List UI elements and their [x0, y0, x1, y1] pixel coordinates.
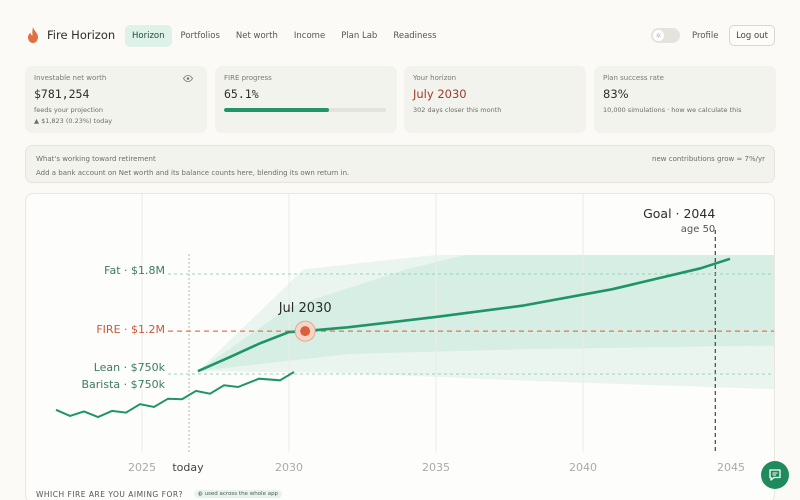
horizon-sub: 302 days closer this month [413, 106, 502, 114]
fire-progress-bar [224, 108, 386, 112]
lean-target-label: Lean · $750k [94, 361, 166, 374]
net-worth-label: Investable net worth [34, 74, 107, 82]
chat-button[interactable] [761, 461, 789, 489]
xtick-2035: 2035 [422, 461, 450, 474]
goal-label: Goal · 2044 [643, 206, 715, 221]
info-title: What's working toward retirement [36, 155, 156, 163]
brand-name: Fire Horizon [47, 28, 116, 42]
fire-crossing-label: Jul 2030 [278, 301, 332, 316]
success-label: Plan success rate [603, 74, 664, 82]
goal-age: age 50 [681, 224, 716, 235]
horizon-chart[interactable]: Fat · $1.8M FIRE · $1.2M Lean · $750k Baris… [26, 194, 775, 500]
success-card: Plan success rate 83% 10,000 simulations… [594, 66, 776, 133]
xtick-2030: 2030 [275, 461, 303, 474]
profile-link[interactable]: Profile [692, 31, 719, 41]
horizon-chart-panel: Fat · $1.8M FIRE · $1.2M Lean · $750k Baris… [25, 193, 775, 500]
success-sub[interactable]: 10,000 simulations · how we calculate th… [603, 106, 742, 114]
nav-readiness[interactable]: Readiness [393, 31, 437, 41]
retirement-info: What's working toward retirement Add a b… [25, 145, 775, 183]
nav-portfolios[interactable]: Portfolios [180, 31, 220, 41]
success-value: 83% [603, 87, 629, 101]
fat-target-label: Fat · $1.8M [104, 264, 165, 277]
horizon-value: July 2030 [413, 87, 467, 101]
projection-line [197, 257, 731, 373]
contribution-growth: new contributions grow ≈ 7%/yr [652, 155, 765, 163]
nav-horizon[interactable]: Horizon [125, 25, 172, 47]
xtick-2045: 2045 [717, 461, 745, 474]
net-worth-sub: feeds your projection [34, 106, 104, 114]
fire-progress-fill [224, 108, 330, 112]
fire-progress-value: 65.1% [224, 87, 259, 101]
fire-progress-label: FIRE progress [224, 74, 272, 82]
fire-progress-card: FIRE progress 65.1% [215, 66, 397, 133]
fire-target-label: FIRE · $1.2M [96, 323, 165, 336]
sun-icon: ☼ [653, 30, 664, 41]
brand[interactable]: Fire Horizon [27, 27, 115, 43]
nav-net-worth[interactable]: Net worth [235, 31, 278, 41]
eye-icon[interactable] [183, 75, 193, 82]
nav-plan-lab[interactable]: Plan Lab [341, 31, 378, 41]
app-wide-chip-label: used across the whole app [204, 491, 279, 497]
nav-income[interactable]: Income [293, 31, 326, 41]
fire-marker [300, 326, 311, 337]
xtick-2040: 2040 [569, 461, 597, 474]
logout-button[interactable]: Log out [729, 25, 775, 46]
info-desc: Add a bank account on Net worth and its … [36, 169, 350, 177]
net-worth-value: $781,254 [34, 87, 90, 101]
barista-target-label: Barista · $750k [81, 378, 165, 391]
horizon-card: Your horizon July 2030 302 days closer t… [404, 66, 586, 133]
fire-type-question: WHICH FIRE ARE YOU AIMING FOR? [36, 490, 184, 499]
flame-icon [28, 27, 38, 43]
app-wide-chip: ◍ used across the whole app [194, 490, 283, 498]
net-worth-card: Investable net worth $781,254 feeds your… [25, 66, 207, 133]
theme-toggle[interactable]: ☼ [651, 28, 680, 43]
history-line [55, 371, 295, 419]
outer-confidence-band [197, 254, 774, 390]
net-worth-delta: ▲ $1,823 (0.23%) today [34, 117, 113, 125]
xtick-today: today [172, 461, 204, 474]
xtick-2025: 2025 [128, 461, 156, 474]
main-nav: Horizon Portfolios Net worth Income Plan… [125, 25, 444, 47]
app-header: Fire Horizon Horizon Portfolios Net wort… [0, 0, 800, 70]
chat-icon [769, 469, 781, 481]
horizon-label: Your horizon [413, 74, 457, 82]
